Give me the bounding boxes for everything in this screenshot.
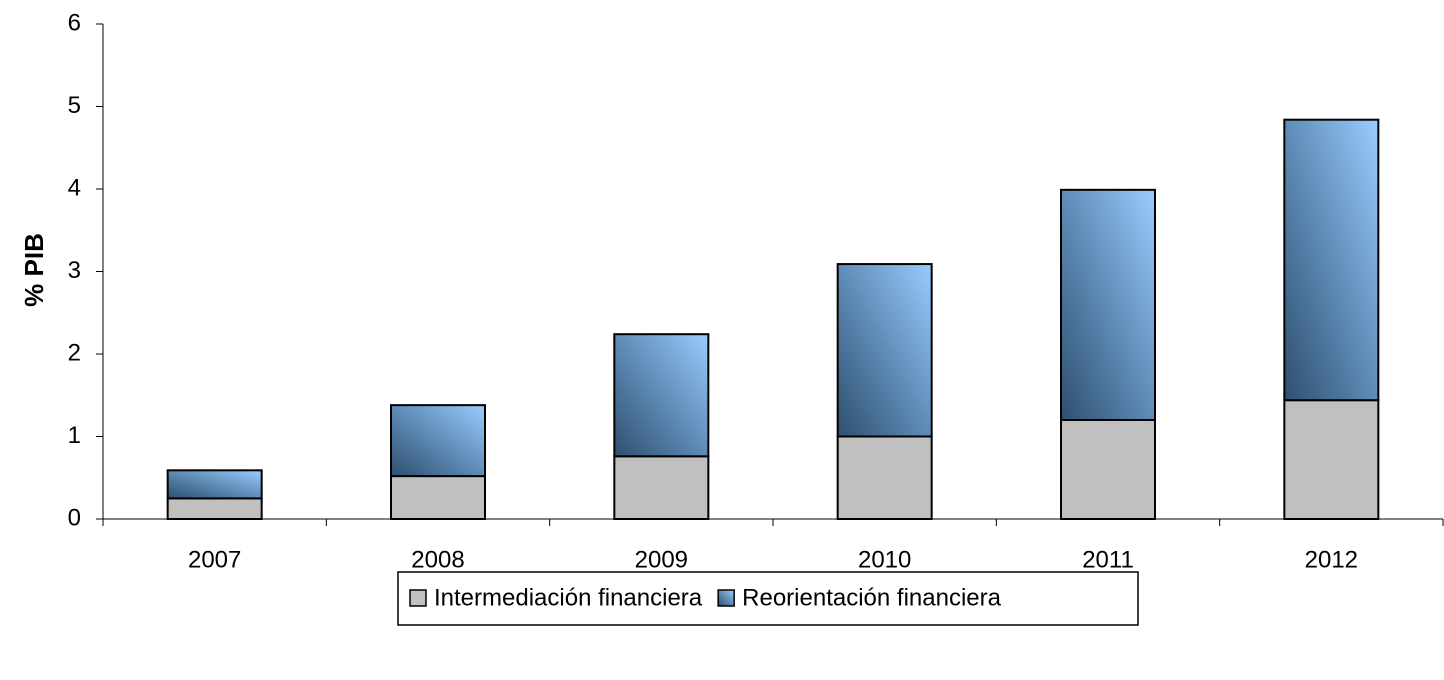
x-tick-label: 2011 (1082, 546, 1134, 573)
bar-segment (1060, 188, 1156, 421)
bar-segment (166, 497, 263, 520)
bar-segment (613, 455, 710, 520)
y-tick-label: 2 (68, 339, 81, 366)
legend-label: Intermediación financiera (434, 584, 703, 611)
bar-segment (1060, 419, 1156, 520)
bar-segment (613, 333, 710, 458)
y-axis-label: % PIB (19, 233, 49, 307)
bar-segment (836, 435, 933, 520)
y-tick-label: 4 (68, 174, 81, 201)
legend-box (397, 571, 1139, 626)
bar-segment (390, 475, 486, 521)
bar-segment (390, 404, 486, 478)
bar-segment (1283, 399, 1380, 521)
y-tick-label: 3 (68, 257, 81, 284)
x-tick-label: 2008 (411, 546, 464, 573)
y-tick-label: 5 (68, 92, 81, 119)
x-tick-label: 2007 (188, 546, 241, 573)
legend-swatch (717, 589, 735, 607)
y-tick-label: 1 (68, 422, 81, 449)
bar-segment (836, 263, 933, 438)
x-tick-label: 2010 (858, 546, 911, 573)
legend-label: Reorientación financiera (742, 584, 1001, 611)
legend-swatch (409, 589, 427, 607)
bar-segment (166, 469, 263, 500)
x-tick-label: 2009 (635, 546, 688, 573)
y-tick-label: 6 (68, 9, 81, 36)
bar-segment (1283, 118, 1380, 402)
x-tick-label: 2012 (1305, 546, 1358, 573)
y-tick-label: 0 (68, 504, 81, 531)
